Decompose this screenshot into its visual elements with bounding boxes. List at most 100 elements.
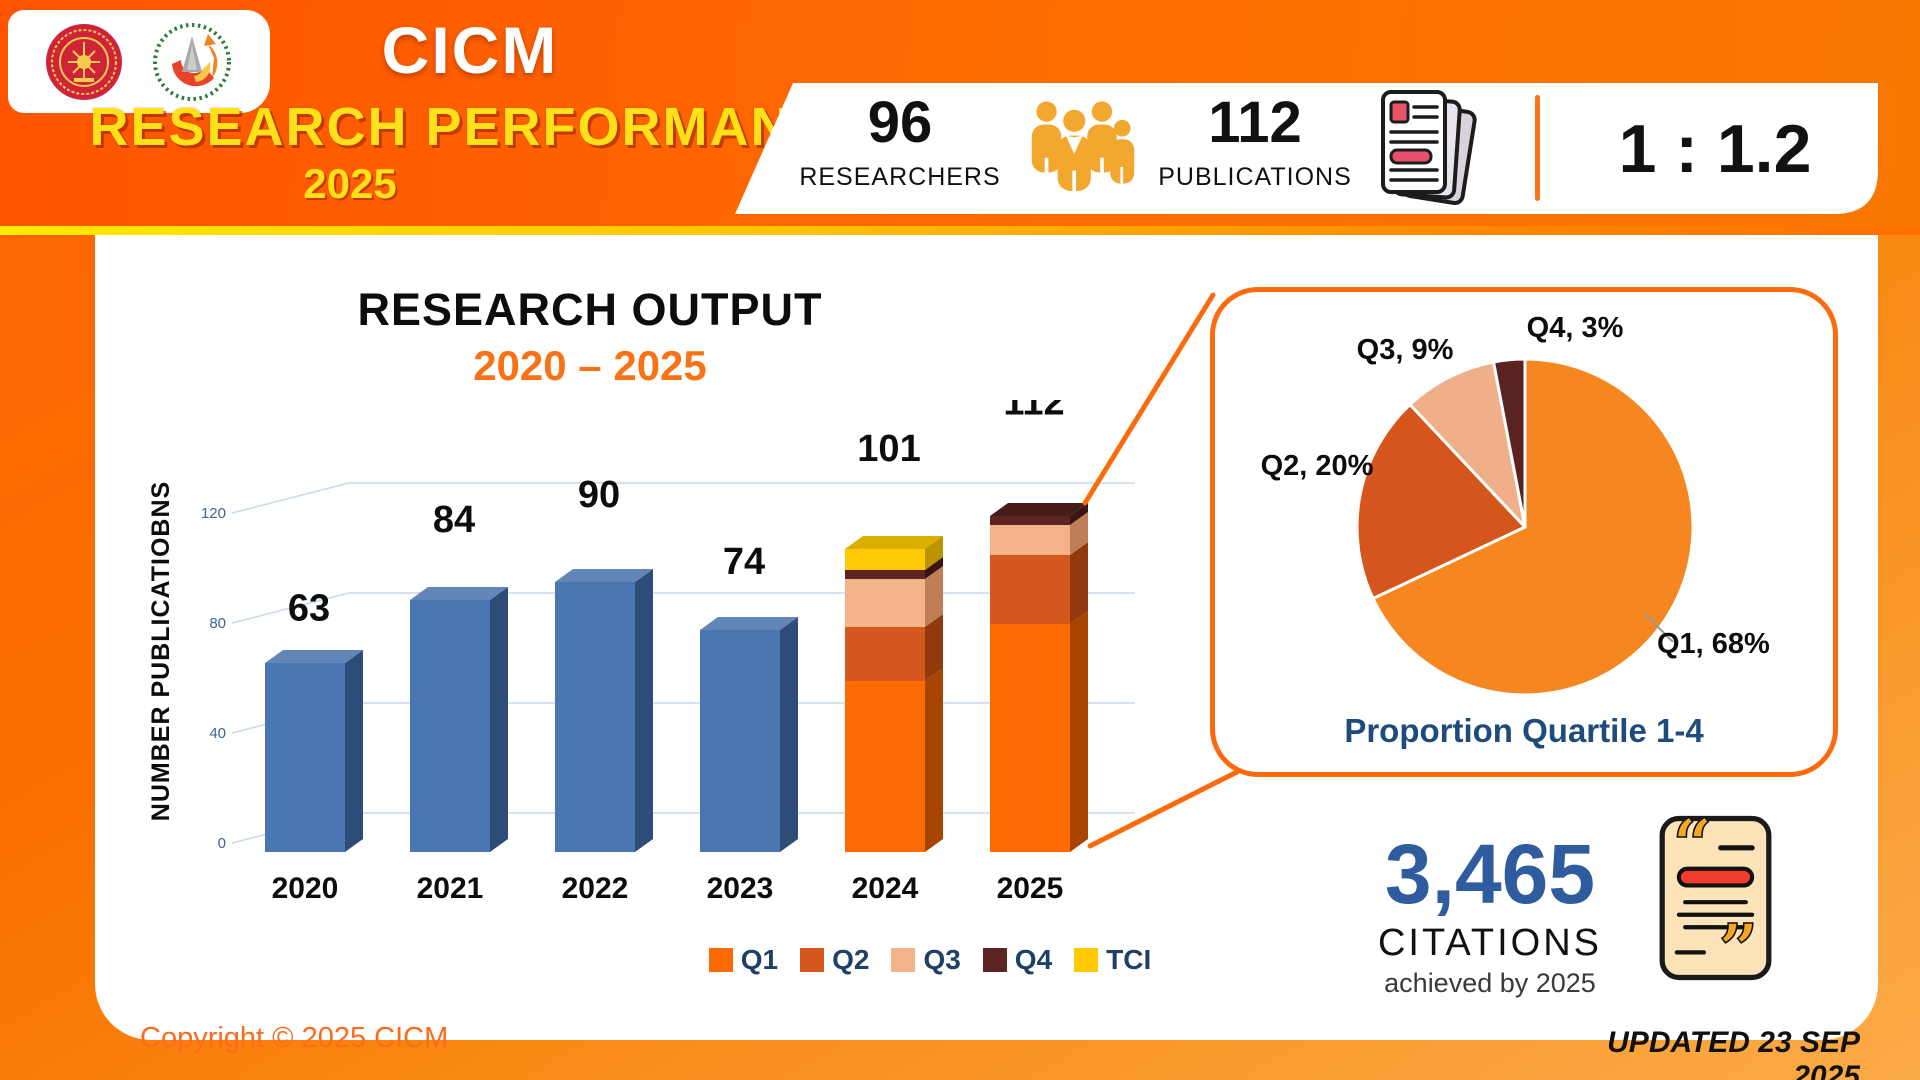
publications-count: 112 — [1208, 90, 1302, 155]
bar-value-label: 112 — [1003, 400, 1064, 424]
bar-segment-2025-Q2 — [990, 555, 1070, 624]
bar-segment-2025-Q3 — [990, 525, 1070, 555]
copyright-text: Copyright © 2025 CICM — [140, 1022, 449, 1054]
citations-label: CITATIONS — [1377, 922, 1603, 964]
bar-side-2025-Q1 — [1070, 611, 1088, 852]
pie-label-q4: Q4, 3% — [1526, 312, 1624, 344]
bar-side-2024-Q2 — [925, 614, 943, 681]
bar-top-2025 — [990, 503, 1088, 516]
bar-segment-2024-Q2 — [845, 627, 925, 681]
bar-segment-2020-total — [265, 663, 345, 852]
bar-top-2024 — [845, 536, 943, 549]
bar-value-label: 63 — [288, 587, 330, 629]
bar-segment-2025-Q1 — [990, 624, 1070, 852]
legend-item-q2: Q2 — [800, 944, 869, 976]
updated-date-text: UPDATED 23 SEP 2025 — [1607, 1026, 1860, 1080]
grid-connector — [231, 482, 350, 514]
legend-swatch-q4 — [982, 948, 1007, 972]
legend-item-q3: Q3 — [891, 944, 961, 976]
publications-documents-icon — [1375, 88, 1485, 208]
researcher-publication-ratio: 1 : 1.2 — [1618, 110, 1812, 187]
bar-side-2021-total — [490, 587, 508, 852]
bar-side-2022-total — [635, 569, 653, 852]
x-category-label: 2021 — [417, 872, 484, 905]
legend-item-tci: TCI — [1074, 944, 1151, 976]
cicm-college-logo-icon — [151, 20, 233, 103]
bar-side-2023-total — [780, 617, 798, 852]
legend-item-q4: Q4 — [982, 944, 1053, 976]
bar-segment-2024-Q4 — [845, 570, 925, 579]
x-category-label: 2024 — [852, 872, 919, 905]
thammasat-university-seal-icon — [46, 23, 122, 100]
bar-side-2025-Q4 — [1070, 503, 1088, 525]
researchers-people-icon — [1017, 91, 1137, 206]
legend-swatch-q2 — [800, 948, 825, 972]
researchers-count: 96 — [867, 90, 933, 155]
bar-side-2025-Q2 — [1070, 542, 1088, 624]
bar-side-2024-Q3 — [925, 566, 943, 627]
pie-label-q3: Q3, 9% — [1356, 334, 1454, 366]
research-output-bar-chart: 0 40 80 120 2020 63 2021 84 2022 90 2023 74 2024 101 2… — [201, 400, 1135, 905]
legend-swatch-q3 — [891, 948, 916, 972]
citations-count: 3,465 — [1384, 827, 1596, 921]
pie-label-q1: Q1, 68% — [1657, 628, 1770, 660]
x-category-label: 2020 — [272, 872, 339, 905]
bar-chart-title: RESEARCH OUTPUT — [357, 284, 823, 335]
legend-label-q1: Q1 — [740, 944, 779, 975]
publications-label: PUBLICATIONS — [1158, 163, 1352, 191]
bar-value-label: 74 — [723, 541, 765, 583]
legend-swatch-tci — [1074, 948, 1099, 972]
page-year: 2025 — [303, 160, 397, 207]
bar-segment-2021-total — [410, 600, 490, 852]
bar-top-2021 — [410, 587, 508, 600]
bar-segment-2024-Q1 — [845, 681, 925, 852]
bar-value-label: 84 — [433, 499, 475, 541]
bar-side-2024-TCI — [925, 536, 943, 570]
bar-side-2024-Q4 — [925, 557, 943, 579]
bar-segment-2022-total — [555, 582, 635, 852]
quartile-pie-panel: Q4, 3% Q3, 9% Q2, 20% Q1, 68% Proportion… — [1210, 287, 1838, 777]
legend-label-q4: Q4 — [1014, 944, 1053, 975]
logo-panel — [8, 10, 270, 113]
pie-slice-q4 — [1492, 357, 1527, 529]
legend-label-tci: TCI — [1106, 944, 1152, 975]
bar-segment-2025-Q4 — [990, 516, 1070, 525]
quartile-pie-chart — [1355, 357, 1695, 697]
bar-top-2020 — [265, 650, 363, 663]
y-tick-label: 80 — [209, 615, 226, 632]
bar-side-2025-Q3 — [1070, 512, 1088, 555]
researchers-label: RESEARCHERS — [799, 163, 1001, 191]
bar-segment-2024-TCI — [845, 549, 925, 570]
bar-top-2022 — [555, 569, 653, 582]
bar-segment-2023-total — [700, 630, 780, 852]
bar-chart-subtitle: 2020 – 2025 — [473, 342, 707, 389]
y-tick-label: 0 — [218, 835, 226, 852]
legend-item-q1: Q1 — [708, 944, 779, 976]
bar-segment-2024-Q3 — [845, 579, 925, 627]
pie-slice-q3 — [1408, 360, 1527, 529]
pie-label-q2: Q2, 20% — [1260, 450, 1374, 482]
grid-connector — [231, 592, 350, 624]
legend-swatch-q1 — [708, 948, 733, 972]
pie-slice-q2 — [1355, 403, 1527, 601]
chart-legend: Q1 Q2 Q3 Q4 TCI — [650, 944, 1210, 976]
bar-value-label: 101 — [857, 428, 920, 470]
pie-chart-title: Proportion Quartile 1-4 — [1344, 712, 1704, 749]
y-axis-title: NUMBER PUBLICATIOBNS — [147, 480, 175, 822]
citations-document-icon: “ ” — [1659, 812, 1772, 984]
bar-value-label: 90 — [578, 474, 620, 516]
legend-label-q3: Q3 — [923, 944, 961, 975]
pie-slice-q1 — [1371, 357, 1695, 697]
bar-side-2024-Q1 — [925, 668, 943, 852]
org-acronym-title: CICM — [381, 13, 559, 87]
header-divider-rule — [0, 226, 1920, 235]
citations-note: achieved by 2025 — [1384, 968, 1596, 998]
pie-leader-line — [1644, 613, 1674, 643]
svg-text:”: ” — [1719, 909, 1759, 984]
x-category-label: 2022 — [562, 872, 629, 905]
x-category-label: 2023 — [707, 872, 774, 905]
x-category-label: 2025 — [997, 872, 1064, 905]
y-tick-label: 40 — [209, 725, 226, 742]
stats-divider — [1535, 95, 1540, 201]
